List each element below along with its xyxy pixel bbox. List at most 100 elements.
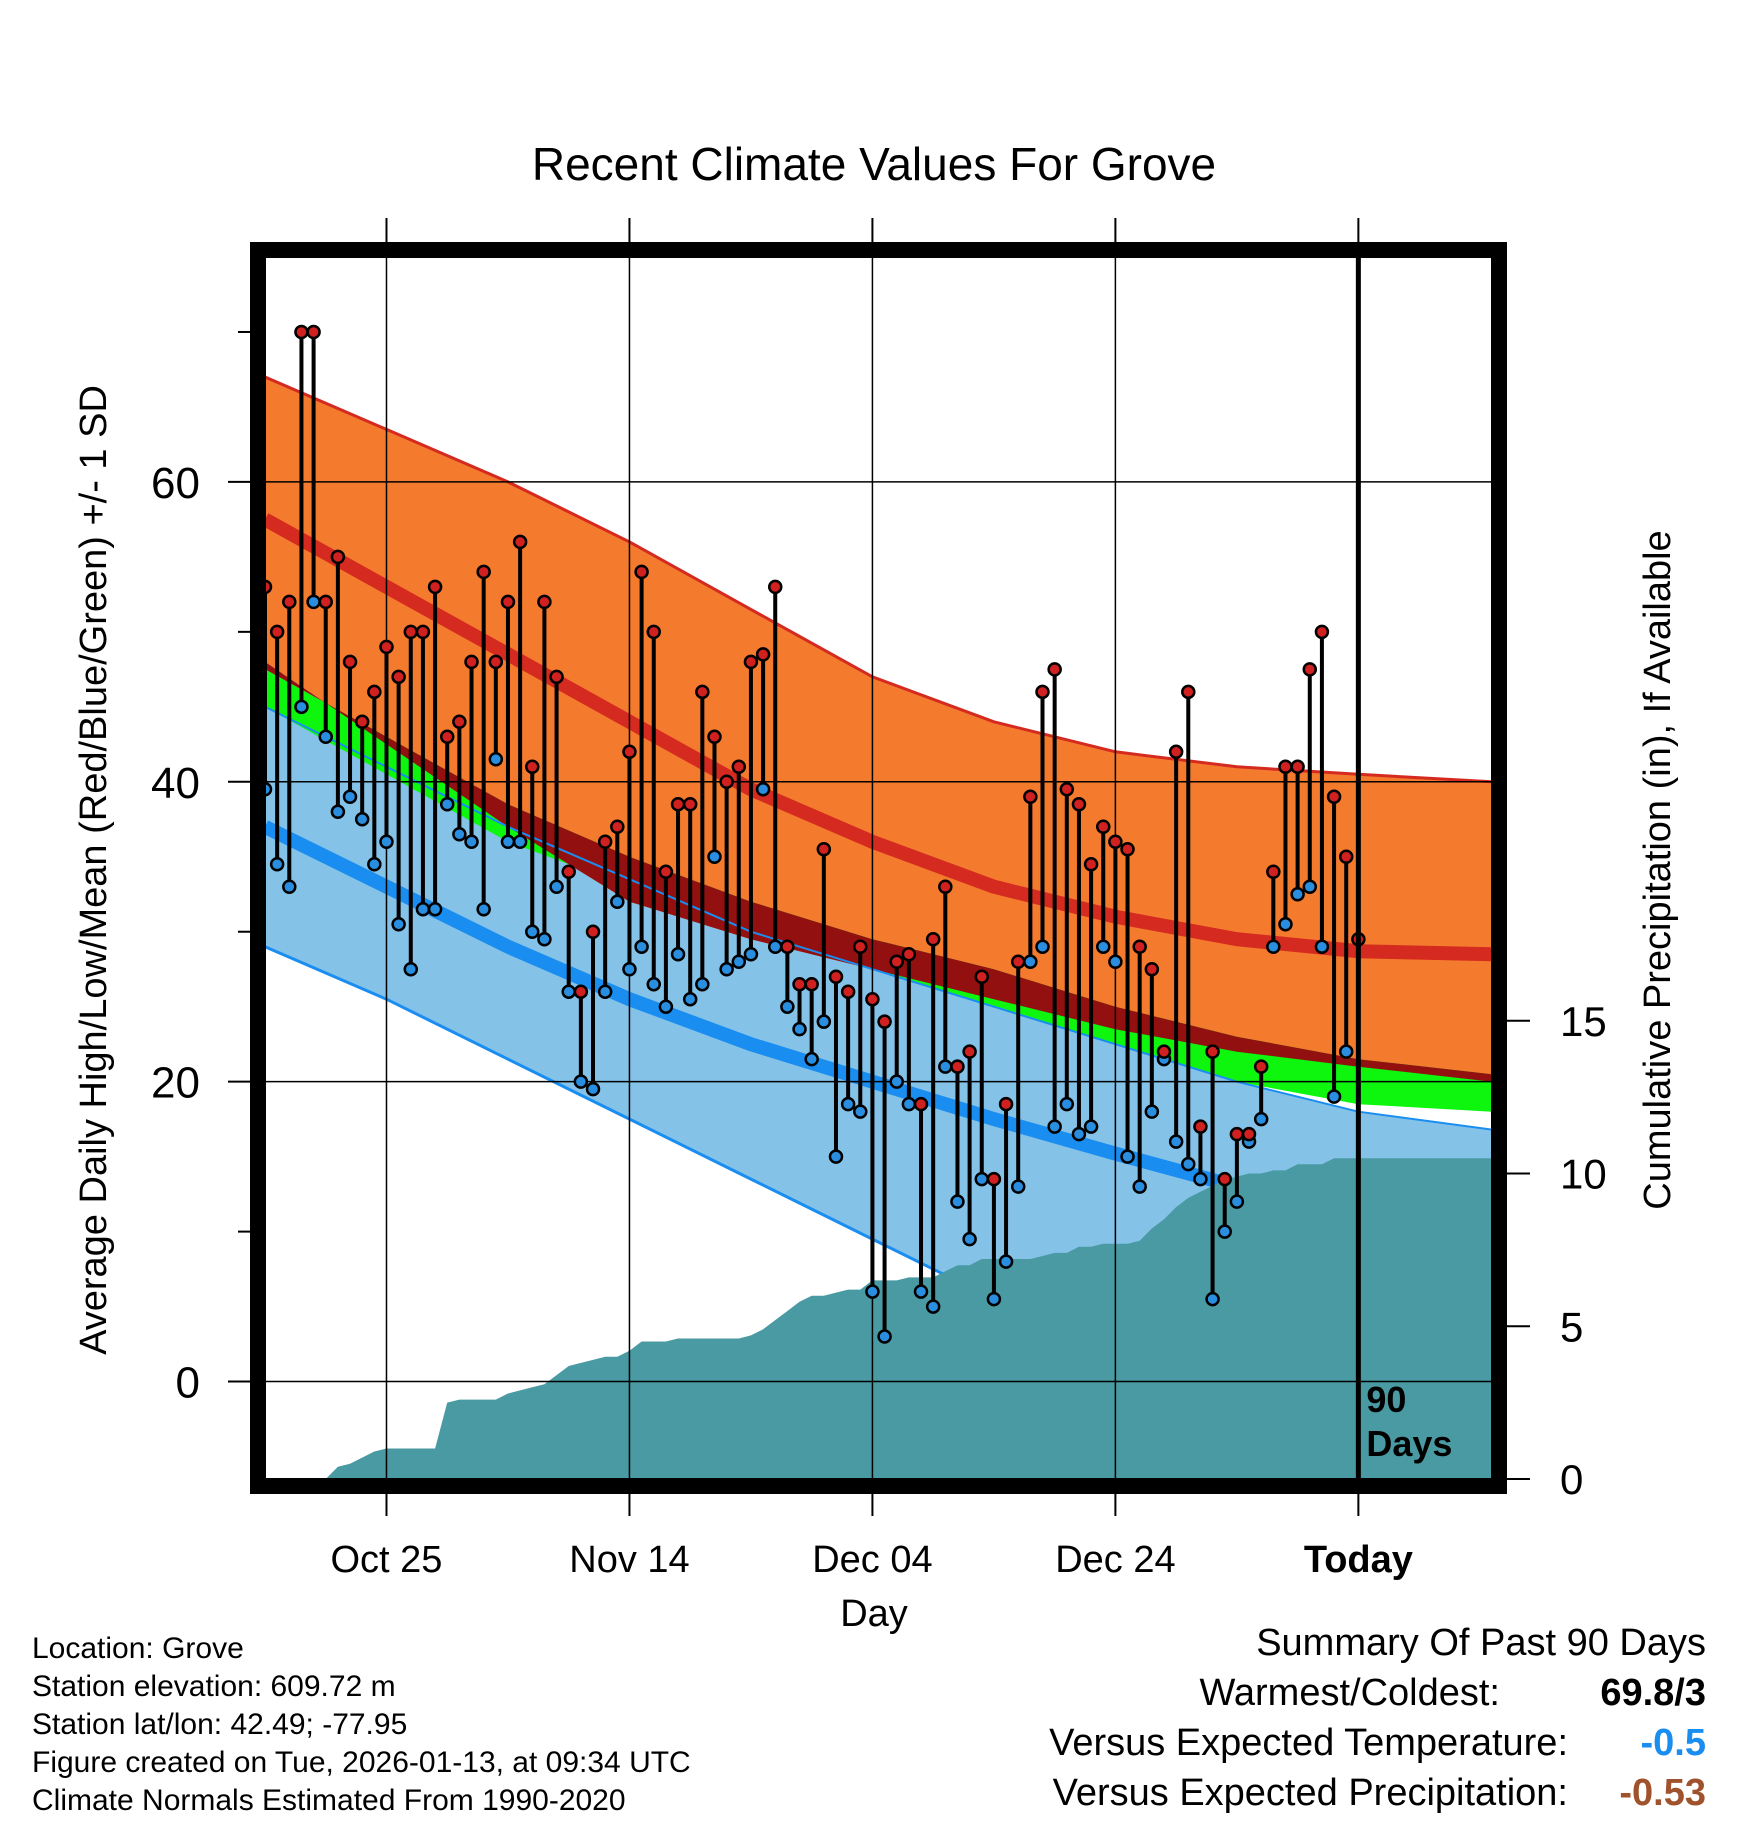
daily-low-point bbox=[379, 834, 394, 850]
daily-high-point bbox=[500, 594, 516, 610]
daily-high-point bbox=[294, 324, 309, 340]
daily-low-point bbox=[755, 782, 771, 797]
daily-low-point bbox=[306, 594, 321, 610]
daily-high-point bbox=[1059, 782, 1075, 797]
daily-high-point bbox=[743, 654, 759, 670]
daily-low-point bbox=[816, 1014, 832, 1029]
daily-high-point bbox=[282, 594, 297, 610]
daily-low-point bbox=[525, 924, 540, 939]
daily-high-point bbox=[986, 1171, 1002, 1187]
x-tick-label: Oct 25 bbox=[331, 1539, 443, 1581]
daily-high-point bbox=[1338, 849, 1354, 865]
summary-title: Summary Of Past 90 Days bbox=[1256, 1622, 1706, 1664]
daily-low-point bbox=[330, 804, 346, 820]
daily-high-point bbox=[367, 684, 382, 700]
daily-low-point bbox=[1181, 1156, 1196, 1172]
daily-low-point bbox=[682, 991, 698, 1007]
daily-high-point bbox=[1010, 954, 1026, 969]
daily-low-point bbox=[646, 976, 662, 992]
daily-low-point bbox=[889, 1074, 904, 1089]
daily-low-point bbox=[537, 931, 552, 947]
daily-high-point bbox=[1205, 1044, 1220, 1059]
daily-high-point bbox=[707, 729, 722, 745]
daily-high-point bbox=[962, 1044, 977, 1059]
daily-low-point bbox=[1144, 1104, 1160, 1119]
daily-high-point bbox=[1253, 1059, 1269, 1074]
daily-high-point bbox=[439, 729, 455, 745]
daily-low-point bbox=[1132, 1179, 1147, 1194]
daily-high-point bbox=[525, 759, 540, 775]
daily-low-point bbox=[439, 797, 455, 812]
daily-high-point bbox=[342, 654, 358, 670]
daily-high-point bbox=[318, 594, 333, 610]
y2-tick-label: 0 bbox=[1560, 1456, 1583, 1503]
daily-low-point bbox=[840, 1096, 856, 1112]
daily-high-point bbox=[938, 879, 953, 894]
daily-low-point bbox=[427, 901, 443, 917]
daily-low-point bbox=[282, 879, 297, 894]
daily-high-point bbox=[330, 549, 346, 565]
daily-low-point bbox=[1168, 1134, 1184, 1149]
daily-low-point bbox=[464, 834, 479, 850]
daily-high-point bbox=[622, 744, 637, 760]
y-axis-label: Average Daily High/Low/Mean (Red/Blue/Gr… bbox=[73, 385, 115, 1355]
daily-low-point bbox=[1120, 1149, 1135, 1164]
daily-high-point bbox=[415, 624, 431, 640]
daily-low-point bbox=[1338, 1044, 1354, 1059]
daily-low-point bbox=[500, 834, 516, 850]
daily-low-point bbox=[1047, 1119, 1062, 1134]
daily-low-point bbox=[318, 729, 333, 745]
daily-high-point bbox=[561, 864, 576, 879]
daily-low-point bbox=[828, 1149, 844, 1164]
daily-high-point bbox=[1035, 684, 1050, 700]
y2-axis-label: Cumulative Precipitation (in), If Availa… bbox=[1637, 530, 1679, 1209]
daily-low-point bbox=[1205, 1291, 1220, 1307]
daily-high-point bbox=[306, 324, 321, 340]
x-axis-label: Day bbox=[840, 1593, 908, 1635]
daily-high-point bbox=[1302, 662, 1318, 677]
info-location: Location: Grove bbox=[32, 1632, 244, 1665]
daily-high-point bbox=[1071, 797, 1087, 812]
daily-high-point bbox=[488, 654, 504, 670]
daily-low-point bbox=[549, 879, 564, 894]
daily-low-point bbox=[1326, 1089, 1342, 1104]
daily-high-point bbox=[1132, 939, 1147, 954]
daily-low-point bbox=[950, 1194, 965, 1209]
daily-low-point bbox=[610, 894, 625, 909]
daily-high-point bbox=[840, 984, 856, 999]
daily-high-point bbox=[391, 669, 406, 685]
daily-low-point bbox=[269, 857, 285, 872]
daily-low-point bbox=[367, 857, 382, 872]
daily-low-point bbox=[1193, 1171, 1208, 1187]
daily-high-point bbox=[998, 1096, 1014, 1112]
summary-precip-value: -0.53 bbox=[1619, 1772, 1706, 1814]
daily-low-point bbox=[597, 984, 613, 999]
daily-high-point bbox=[1156, 1044, 1172, 1059]
daily-high-point bbox=[1217, 1171, 1232, 1187]
daily-high-point bbox=[828, 969, 844, 984]
daily-high-point bbox=[427, 579, 443, 595]
daily-low-point bbox=[658, 999, 674, 1014]
daily-low-point bbox=[1266, 939, 1281, 954]
daily-low-point bbox=[1010, 1179, 1026, 1194]
daily-low-point bbox=[1352, 0, 1364, 6]
daily-low-point bbox=[1278, 916, 1293, 932]
daily-low-point bbox=[342, 789, 358, 805]
daily-low-point bbox=[1095, 939, 1111, 954]
daily-low-point bbox=[488, 752, 504, 767]
daily-high-point bbox=[1023, 789, 1038, 805]
daily-low-point bbox=[294, 699, 309, 715]
daily-low-point bbox=[1059, 1096, 1075, 1112]
daily-low-point bbox=[877, 1329, 892, 1344]
daily-high-point bbox=[804, 976, 819, 992]
daily-high-point bbox=[379, 639, 394, 655]
daily-high-point bbox=[925, 931, 941, 947]
daily-low-point bbox=[391, 916, 406, 932]
daily-high-point bbox=[265, 579, 273, 595]
summary-precip-label: Versus Expected Precipitation: bbox=[1052, 1772, 1568, 1814]
daily-high-point bbox=[585, 924, 601, 939]
chart-title: Recent Climate Values For Grove bbox=[532, 138, 1216, 190]
info-elevation: Station elevation: 609.72 m bbox=[32, 1670, 396, 1703]
daily-high-point bbox=[889, 954, 904, 969]
